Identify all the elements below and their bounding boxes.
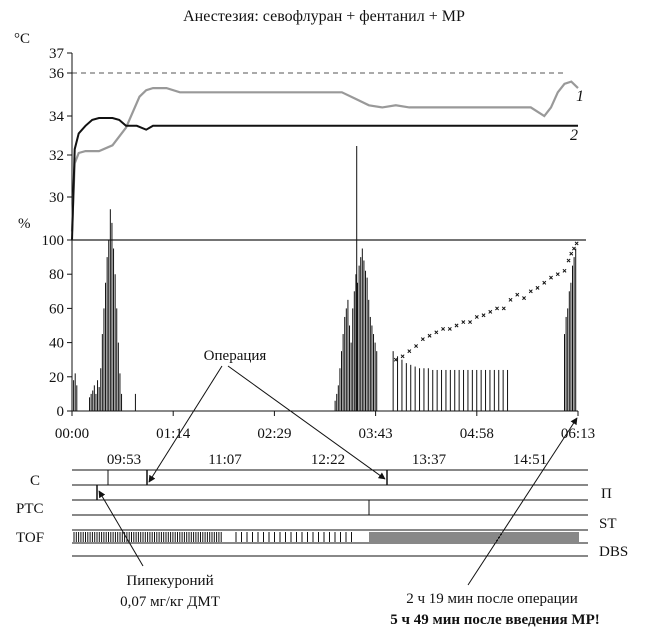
operation-arrow-right bbox=[227, 365, 386, 480]
note-label-1: 2 ч 19 мин после операции bbox=[406, 591, 577, 607]
temp-y-tick-label: 30 bbox=[49, 190, 64, 206]
tof-ratio-point bbox=[542, 280, 547, 285]
tof-ratio-point bbox=[495, 306, 499, 311]
tof-ratio-point bbox=[488, 309, 493, 314]
temp-series-line-1 bbox=[70, 80, 579, 232]
x-ticks: 00:00 01:14 02:29 03:43 04:58 06:13 bbox=[55, 411, 595, 442]
tof-ratio-point bbox=[427, 333, 432, 338]
tof-ratio-point bbox=[522, 296, 526, 301]
tof-ratio-point bbox=[434, 330, 439, 335]
tof-ratio-point bbox=[555, 272, 560, 277]
chart-title: Анестезия: севофлуран + фентанил + МР bbox=[183, 8, 465, 25]
tof-ratio-point bbox=[414, 344, 419, 348]
note-label-2: 5 ч 49 мин после введения МР! bbox=[390, 612, 599, 628]
tof-ratio-points bbox=[393, 241, 579, 362]
drug-label-2: 0,07 мг/кг ДМТ bbox=[120, 594, 220, 610]
temperature-y-ticks: 30 32 34 36 37 bbox=[49, 46, 72, 206]
row-label-dbs: DBS bbox=[599, 544, 628, 560]
percent-panel: % 0 20 40 60 80 100 00:00 01:14 02:29 03:43 04:58… bbox=[18, 145, 595, 442]
tof-ratio-point bbox=[400, 354, 405, 359]
pct-y-tick-label: 100 bbox=[42, 233, 65, 249]
temp-y-tick-label: 36 bbox=[49, 66, 65, 82]
row-label-c: С bbox=[30, 473, 40, 489]
pct-y-tick-label: 0 bbox=[57, 404, 65, 420]
tof-ratio-point bbox=[549, 275, 553, 280]
annotations: Операция Пипекуроний 0,07 мг/кг ДМТ 2 ч … bbox=[98, 348, 600, 628]
tof-ratio-point bbox=[571, 246, 576, 251]
row-label-ptc: PTC bbox=[16, 501, 44, 517]
operation-arrow-left bbox=[148, 365, 223, 483]
temp-y-tick-label: 32 bbox=[49, 148, 64, 164]
temperature-series bbox=[70, 80, 579, 241]
timeline-panel: 09:53 11:07 12:22 13:37 14:51 С PTC TOF П ST… bbox=[16, 452, 628, 560]
tof-ratio-point bbox=[569, 251, 574, 256]
clock-ticks: 09:53 11:07 12:22 13:37 14:51 bbox=[107, 452, 547, 468]
percent-y-ticks: 0 20 40 60 80 100 bbox=[42, 233, 72, 420]
tof-ratio-point bbox=[468, 320, 473, 325]
pct-y-tick-label: 40 bbox=[49, 336, 64, 352]
tof-ratio-point bbox=[528, 289, 533, 294]
tof-ratio-point bbox=[515, 292, 520, 297]
tof-ratio-point bbox=[562, 268, 567, 273]
tof-ratio-point bbox=[441, 326, 446, 331]
operation-label: Операция bbox=[204, 348, 267, 364]
series-label-2: 2 bbox=[570, 127, 578, 144]
x-tick-label: 00:00 bbox=[55, 426, 89, 442]
temp-y-tick-label: 37 bbox=[49, 46, 65, 62]
x-tick-label: 03:43 bbox=[359, 426, 393, 442]
tof-ratio-point bbox=[535, 285, 540, 290]
tof-ratio-point bbox=[574, 241, 579, 246]
row-label-tof: TOF bbox=[16, 530, 44, 546]
tof-ratio-point bbox=[481, 313, 486, 318]
tof-ratio-point bbox=[407, 349, 412, 354]
tof-ratio-point bbox=[474, 314, 479, 319]
row-label-p: П bbox=[601, 486, 612, 502]
clock-tick-label: 11:07 bbox=[208, 452, 242, 468]
tof-ratio-point bbox=[508, 297, 513, 302]
drug-arrow bbox=[98, 490, 144, 567]
row-label-st: ST bbox=[599, 516, 617, 532]
temp-series-line-2 bbox=[71, 117, 578, 241]
temperature-unit: °C bbox=[14, 31, 30, 47]
percent-unit: % bbox=[18, 216, 31, 232]
pct-y-tick-label: 60 bbox=[49, 301, 64, 317]
x-tick-label: 02:29 bbox=[257, 426, 291, 442]
x-tick-label: 01:14 bbox=[156, 426, 191, 442]
tof-ratio-point bbox=[393, 357, 398, 362]
clock-tick-label: 12:22 bbox=[311, 452, 345, 468]
tof-ratio-point bbox=[447, 326, 452, 331]
x-tick-label: 04:58 bbox=[460, 426, 494, 442]
temp-y-tick-label: 34 bbox=[49, 109, 65, 125]
clock-tick-label: 14:51 bbox=[513, 452, 547, 468]
pct-y-tick-label: 80 bbox=[49, 267, 64, 283]
pct-y-tick-label: 20 bbox=[49, 370, 64, 386]
drug-label-1: Пипекуроний bbox=[126, 573, 213, 589]
note-arrow bbox=[467, 417, 578, 586]
series-label-1: 1 bbox=[576, 88, 584, 105]
clock-tick-label: 09:53 bbox=[107, 452, 141, 468]
tof-ratio-point bbox=[420, 337, 425, 342]
tof-ratio-point bbox=[454, 323, 459, 328]
clock-tick-label: 13:37 bbox=[412, 452, 447, 468]
tof-ratio-point bbox=[566, 258, 571, 263]
tof-ratio-point bbox=[461, 320, 466, 325]
tof-timeline-ticks bbox=[73, 532, 579, 542]
tof-ratio-point bbox=[501, 306, 506, 311]
percent-bars bbox=[71, 145, 577, 411]
temperature-panel: °C 30 32 34 36 37 1 2 bbox=[14, 31, 584, 410]
